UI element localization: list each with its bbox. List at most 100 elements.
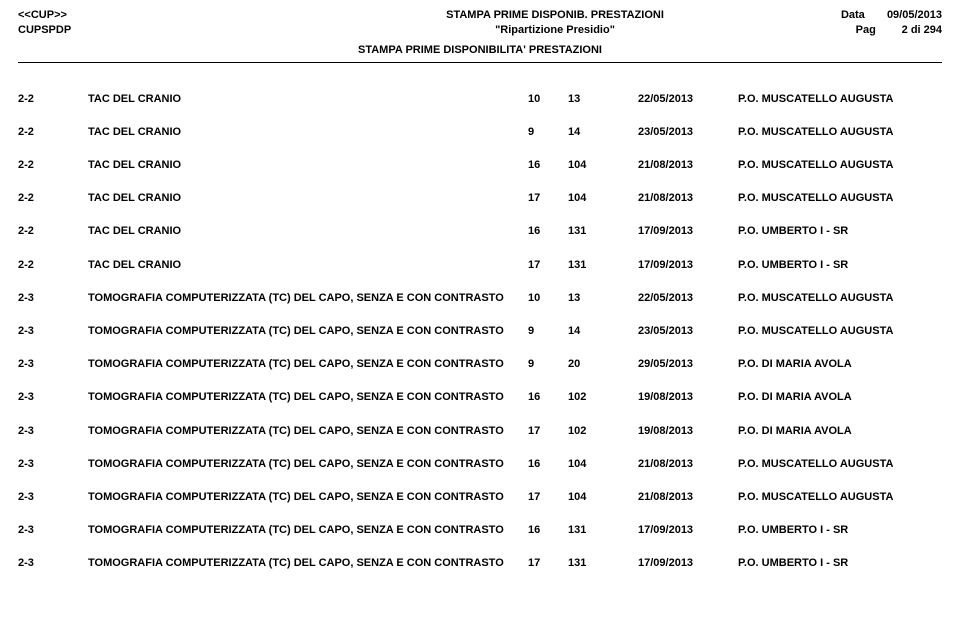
- row-col2: 131: [568, 259, 638, 272]
- row-date: 29/05/2013: [638, 358, 738, 371]
- row-description: TAC DEL CRANIO: [88, 159, 528, 172]
- row-location: P.O. MUSCATELLO AUGUSTA: [738, 126, 942, 139]
- row-location: P.O. MUSCATELLO AUGUSTA: [738, 159, 942, 172]
- table-row: 2-3TOMOGRAFIA COMPUTERIZZATA (TC) DEL CA…: [18, 524, 942, 537]
- row-col1: 16: [528, 159, 568, 172]
- row-col1: 9: [528, 126, 568, 139]
- table-row: 2-2TAC DEL CRANIO1613117/09/2013P.O. UMB…: [18, 225, 942, 238]
- table-row: 2-2TAC DEL CRANIO101322/05/2013P.O. MUSC…: [18, 93, 942, 106]
- row-description: TOMOGRAFIA COMPUTERIZZATA (TC) DEL CAPO,…: [88, 292, 528, 305]
- table-row: 2-3TOMOGRAFIA COMPUTERIZZATA (TC) DEL CA…: [18, 491, 942, 504]
- row-date: 21/08/2013: [638, 192, 738, 205]
- row-code: 2-3: [18, 491, 88, 504]
- row-description: TOMOGRAFIA COMPUTERIZZATA (TC) DEL CAPO,…: [88, 557, 528, 570]
- table-row: 2-3TOMOGRAFIA COMPUTERIZZATA (TC) DEL CA…: [18, 391, 942, 404]
- row-col1: 17: [528, 425, 568, 438]
- table-row: 2-3TOMOGRAFIA COMPUTERIZZATA (TC) DEL CA…: [18, 458, 942, 471]
- row-code: 2-3: [18, 458, 88, 471]
- row-col2: 104: [568, 458, 638, 471]
- row-col1: 16: [528, 225, 568, 238]
- header-subtitle-quoted: "Ripartizione Presidio": [338, 23, 772, 38]
- row-code: 2-2: [18, 225, 88, 238]
- row-col1: 10: [528, 93, 568, 106]
- header-title: STAMPA PRIME DISPONIB. PRESTAZIONI: [338, 8, 772, 23]
- report-subtitle: STAMPA PRIME DISPONIBILITA' PRESTAZIONI: [18, 44, 942, 56]
- header-right: Data 09/05/2013 Pag 2 di 294: [772, 8, 942, 38]
- row-date: 23/05/2013: [638, 126, 738, 139]
- row-code: 2-3: [18, 325, 88, 338]
- header-date-row: Data 09/05/2013: [841, 8, 942, 23]
- row-location: P.O. MUSCATELLO AUGUSTA: [738, 292, 942, 305]
- row-date: 19/08/2013: [638, 391, 738, 404]
- row-description: TOMOGRAFIA COMPUTERIZZATA (TC) DEL CAPO,…: [88, 391, 528, 404]
- row-col1: 16: [528, 524, 568, 537]
- row-col2: 131: [568, 557, 638, 570]
- row-location: P.O. DI MARIA AVOLA: [738, 425, 942, 438]
- row-code: 2-3: [18, 425, 88, 438]
- row-description: TAC DEL CRANIO: [88, 225, 528, 238]
- row-date: 17/09/2013: [638, 557, 738, 570]
- row-col2: 102: [568, 425, 638, 438]
- header-date-label: Data: [841, 8, 873, 23]
- row-code: 2-2: [18, 192, 88, 205]
- row-date: 21/08/2013: [638, 491, 738, 504]
- row-code: 2-2: [18, 259, 88, 272]
- row-date: 22/05/2013: [638, 292, 738, 305]
- row-location: P.O. MUSCATELLO AUGUSTA: [738, 93, 942, 106]
- row-location: P.O. MUSCATELLO AUGUSTA: [738, 491, 942, 504]
- report-rows: 2-2TAC DEL CRANIO101322/05/2013P.O. MUSC…: [18, 93, 942, 571]
- header-date-value: 09/05/2013: [887, 8, 942, 23]
- table-row: 2-3TOMOGRAFIA COMPUTERIZZATA (TC) DEL CA…: [18, 358, 942, 371]
- row-col2: 104: [568, 192, 638, 205]
- table-row: 2-3TOMOGRAFIA COMPUTERIZZATA (TC) DEL CA…: [18, 325, 942, 338]
- row-location: P.O. UMBERTO I - SR: [738, 259, 942, 272]
- row-col1: 9: [528, 325, 568, 338]
- table-row: 2-3TOMOGRAFIA COMPUTERIZZATA (TC) DEL CA…: [18, 557, 942, 570]
- row-col1: 16: [528, 458, 568, 471]
- row-date: 23/05/2013: [638, 325, 738, 338]
- row-col2: 13: [568, 93, 638, 106]
- header-page-label: Pag: [856, 23, 888, 38]
- row-col1: 9: [528, 358, 568, 371]
- row-col1: 17: [528, 491, 568, 504]
- row-date: 21/08/2013: [638, 458, 738, 471]
- row-code: 2-2: [18, 126, 88, 139]
- header-page-row: Pag 2 di 294: [856, 23, 942, 38]
- table-row: 2-2TAC DEL CRANIO1710421/08/2013P.O. MUS…: [18, 192, 942, 205]
- row-col2: 104: [568, 491, 638, 504]
- row-code: 2-3: [18, 358, 88, 371]
- row-location: P.O. UMBERTO I - SR: [738, 557, 942, 570]
- table-row: 2-2TAC DEL CRANIO91423/05/2013P.O. MUSCA…: [18, 126, 942, 139]
- table-row: 2-3TOMOGRAFIA COMPUTERIZZATA (TC) DEL CA…: [18, 425, 942, 438]
- row-col2: 104: [568, 159, 638, 172]
- row-description: TOMOGRAFIA COMPUTERIZZATA (TC) DEL CAPO,…: [88, 425, 528, 438]
- header-rule: [18, 62, 942, 63]
- row-col2: 14: [568, 126, 638, 139]
- row-location: P.O. MUSCATELLO AUGUSTA: [738, 458, 942, 471]
- row-code: 2-3: [18, 557, 88, 570]
- row-date: 17/09/2013: [638, 259, 738, 272]
- row-description: TOMOGRAFIA COMPUTERIZZATA (TC) DEL CAPO,…: [88, 491, 528, 504]
- row-date: 21/08/2013: [638, 159, 738, 172]
- row-code: 2-3: [18, 524, 88, 537]
- row-location: P.O. UMBERTO I - SR: [738, 524, 942, 537]
- row-description: TOMOGRAFIA COMPUTERIZZATA (TC) DEL CAPO,…: [88, 358, 528, 371]
- report-page: <<CUP>> CUPSPDP STAMPA PRIME DISPONIB. P…: [0, 0, 960, 589]
- header-program-code: CUPSPDP: [18, 23, 338, 38]
- table-row: 2-2TAC DEL CRANIO1713117/09/2013P.O. UMB…: [18, 259, 942, 272]
- row-col2: 102: [568, 391, 638, 404]
- row-location: P.O. MUSCATELLO AUGUSTA: [738, 325, 942, 338]
- row-col2: 131: [568, 524, 638, 537]
- row-location: P.O. DI MARIA AVOLA: [738, 391, 942, 404]
- table-row: 2-3TOMOGRAFIA COMPUTERIZZATA (TC) DEL CA…: [18, 292, 942, 305]
- row-date: 19/08/2013: [638, 425, 738, 438]
- row-col2: 131: [568, 225, 638, 238]
- header-center: STAMPA PRIME DISPONIB. PRESTAZIONI "Ripa…: [338, 8, 772, 38]
- row-col2: 13: [568, 292, 638, 305]
- row-col2: 20: [568, 358, 638, 371]
- row-description: TAC DEL CRANIO: [88, 259, 528, 272]
- row-code: 2-2: [18, 159, 88, 172]
- row-date: 22/05/2013: [638, 93, 738, 106]
- report-header: <<CUP>> CUPSPDP STAMPA PRIME DISPONIB. P…: [18, 8, 942, 38]
- row-location: P.O. UMBERTO I - SR: [738, 225, 942, 238]
